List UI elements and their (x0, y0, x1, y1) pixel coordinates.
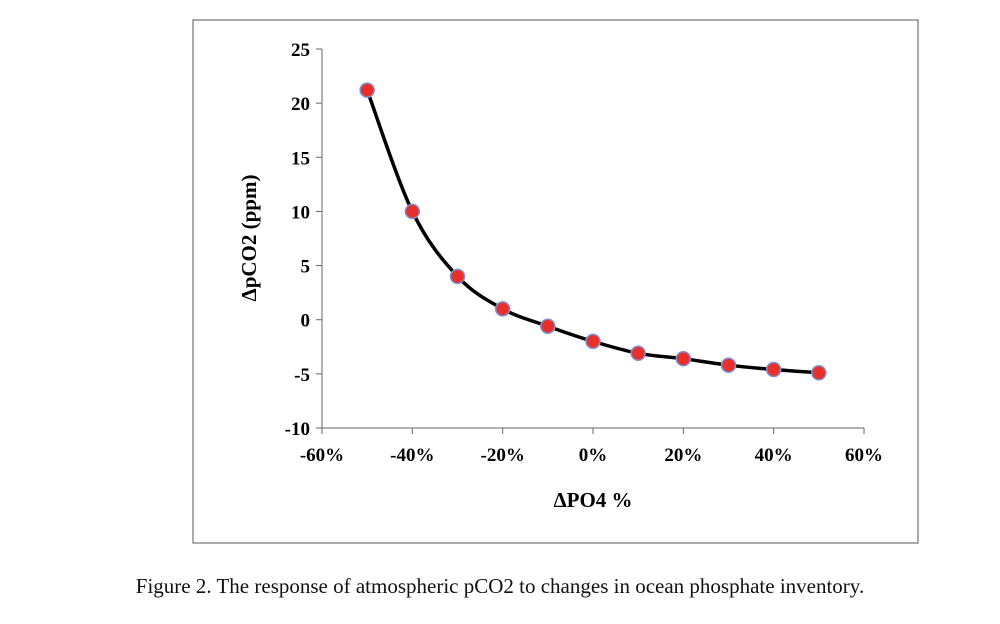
data-point (449, 268, 466, 285)
y-tick-label: 20 (291, 94, 310, 115)
y-tick-label: 15 (291, 148, 310, 169)
x-tick-label: -60% (300, 445, 344, 466)
data-point (540, 318, 556, 334)
y-tick-label: 0 (301, 311, 311, 332)
y-tick-label: -5 (294, 365, 310, 386)
data-point (494, 301, 511, 317)
x-tick-label: -40% (390, 445, 434, 466)
y-tick-label: 10 (291, 202, 310, 223)
y-tick-label: -10 (285, 419, 310, 440)
chart-frame (192, 19, 919, 544)
x-tick-label: 40% (755, 445, 793, 466)
data-point (359, 82, 375, 98)
y-tick-label: 5 (301, 257, 311, 278)
y-tick-label: 25 (291, 40, 310, 61)
data-point (404, 203, 421, 220)
data-point (675, 350, 692, 367)
data-point (720, 357, 737, 373)
x-tick-label: 20% (664, 445, 702, 466)
x-tick-label: 0% (579, 445, 608, 466)
x-tick-label: 60% (845, 445, 883, 466)
data-point (811, 365, 827, 381)
data-point (765, 361, 782, 378)
x-axis-label: ΔPO4 % (553, 488, 632, 512)
x-tick-label: -20% (481, 445, 525, 466)
data-point (585, 333, 601, 350)
y-axis-label: ΔpCO2 (ppm) (237, 175, 261, 302)
data-point (630, 345, 646, 362)
trend-curve (365, 89, 819, 375)
figure-caption: Figure 2. The response of atmospheric pC… (135, 574, 865, 598)
